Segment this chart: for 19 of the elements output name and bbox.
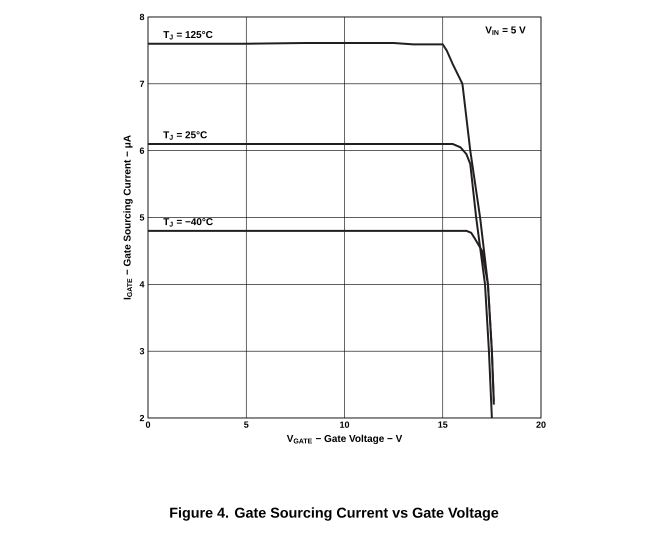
y-axis-title: I$_{GATE}$ − Gate Sourcing Current − μA — [123, 135, 133, 300]
annotation: V$_{IN}$ = 5 V — [485, 26, 526, 35]
y-tick-label: 3 — [140, 348, 144, 354]
y-tick-label: 7 — [140, 80, 144, 87]
y-tick-label: 5 — [140, 214, 144, 221]
series-label: T$_{J}$ = −40°C — [163, 218, 213, 227]
y-tick-label: 8 — [140, 14, 144, 20]
y-tick-label: 4 — [140, 281, 144, 288]
y-tick-label: 2 — [140, 414, 144, 422]
x-tick-label: 20 — [536, 422, 546, 428]
x-tick-label: 5 — [244, 422, 248, 428]
series-label: T$_{J}$ = 25°C — [163, 131, 207, 140]
x-tick-label: 10 — [340, 422, 350, 428]
y-tick-label: 6 — [140, 147, 144, 154]
series-label: T$_{J}$ = 125°C — [163, 31, 213, 40]
text: Figure 4. Gate Sourcing Current vs Gate Voltage — [170, 507, 498, 521]
x-tick-label: 0 — [146, 422, 150, 428]
x-axis-title: V$_{GATE}$ − Gate Voltage − V — [286, 434, 402, 444]
x-tick-label: 15 — [438, 422, 448, 428]
